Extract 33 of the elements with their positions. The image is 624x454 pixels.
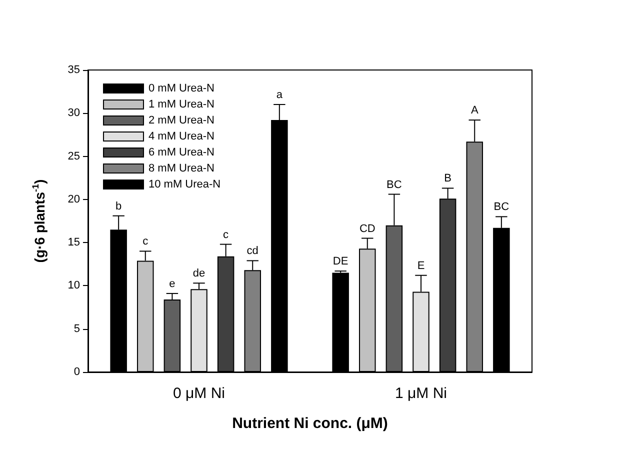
y-tick-label: 35: [68, 64, 80, 76]
data-label: c: [142, 236, 149, 248]
x-tick-label: 0 μM Ni: [173, 385, 225, 402]
data-label: cd: [246, 245, 258, 258]
data-label: e: [169, 278, 176, 290]
y-tick-label: 5: [74, 322, 80, 335]
y-tick-label: 30: [68, 107, 80, 120]
y-axis-title: (g·6 plants-1): [30, 179, 48, 263]
data-label: de: [192, 268, 206, 280]
legend-label: 2 mM Urea-N: [148, 114, 215, 126]
data-label: a: [276, 89, 284, 102]
legend-label: 0 mM Urea-N: [148, 82, 215, 94]
legend-label: 10 mM Urea-N: [148, 178, 221, 190]
data-label: BC: [494, 201, 510, 214]
data-label: B: [444, 172, 452, 185]
data-label: DE: [332, 256, 348, 268]
legend-label: 8 mM Urea-N: [148, 162, 215, 174]
x-tick-label: 1 μM Ni: [395, 385, 447, 402]
data-label: A: [470, 104, 479, 117]
y-tick-label: 10: [68, 280, 80, 292]
y-tick-label: 20: [68, 193, 80, 206]
data-label: BC: [386, 178, 402, 191]
legend-label: 1 mM Urea-N: [148, 98, 215, 110]
data-label: E: [417, 260, 425, 272]
y-tick-label: 15: [68, 236, 80, 249]
legend-label: 4 mM Urea-N: [148, 130, 215, 142]
y-tick-label: 0: [74, 366, 80, 378]
legend-label: 6 mM Urea-N: [148, 146, 215, 158]
y-tick-label: 25: [68, 150, 80, 162]
data-label: b: [116, 200, 122, 212]
x-axis-title: Nutrient Ni conc. (μM): [232, 415, 388, 432]
data-label: CD: [359, 222, 376, 235]
data-label: c: [223, 228, 230, 241]
